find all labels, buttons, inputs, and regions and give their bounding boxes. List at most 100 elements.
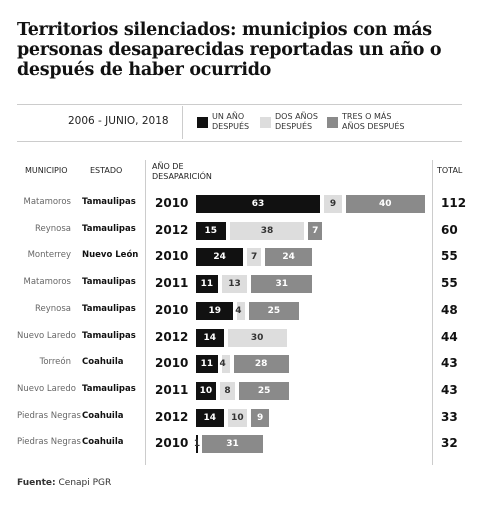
value-label: 38 [260,225,274,236]
municipio: Nuevo Laredo [17,330,76,341]
divider [432,160,433,465]
bar-segment [227,328,287,347]
total: 48 [441,302,458,317]
value-label: 28 [254,359,268,370]
value-label: 14 [203,332,217,343]
bar-segment [196,408,224,427]
municipio: Nuevo Laredo [17,383,76,394]
value-label: 40 [378,199,392,209]
value-label: 30 [250,332,264,343]
value-label: 31 [226,439,239,450]
bar-segment [221,275,248,294]
divider [182,106,183,139]
legend-label: TRES O MÁS AÑOS DESPUÉS [342,112,405,131]
year: 2011 [155,382,189,397]
municipio: Matamoros [23,197,71,207]
legend-label: UN AÑO DESPUÉS [212,112,250,131]
bar-segment [251,275,313,294]
bar-segment [229,221,305,240]
year: 2010 [155,436,189,451]
total: 55 [441,276,458,291]
municipio: Reynosa [34,223,71,234]
estado: Coahuila [82,357,124,368]
bar-segment [227,408,248,427]
total: 33 [441,409,458,424]
value-label: 8 [224,385,231,396]
total: 43 [441,356,458,371]
bar-segment [196,275,218,294]
bar-segment [247,248,262,267]
divider [145,160,146,465]
bar-segment [196,195,321,213]
source: Fuente: Cenapi PGR [17,478,111,488]
column-header: TOTAL [437,166,463,175]
value-label: 14 [203,412,217,423]
value-label: 25 [257,385,271,396]
municipio: Torreón [39,357,71,368]
period: 2006 - JUNIO, 2018 [68,115,169,127]
municipio: Piedras Negras [17,437,81,448]
bar-segment [201,435,264,454]
estado: Tamaulipas [82,303,136,314]
estado: Coahuila [82,437,124,448]
value-label: 7 [312,225,319,236]
year: 2011 [155,276,189,291]
total: 112 [441,196,467,210]
value-label: 10 [199,385,213,396]
bar-segment [196,301,234,320]
column-header: ESTADO [90,166,123,175]
total: 43 [441,382,458,397]
value-label: 15 [204,225,218,236]
estado: Tamaulipas [82,277,136,288]
column-header: AÑO DE DESAPARICIÓN [152,162,212,181]
source-label: Fuente: [17,478,56,488]
municipio: Piedras Negras [17,410,81,421]
bar-segment [196,355,218,374]
year: 2012 [155,409,189,424]
value-label: 24 [213,252,226,263]
value-label: 4 [235,305,242,316]
estado: Tamaulipas [82,197,136,207]
value-label: 24 [282,252,295,263]
legend-label: DOS AÑOS DESPUÉS [275,112,318,131]
rule [17,104,462,105]
total: 44 [441,329,458,344]
bar-segment [251,408,269,427]
bar-segment [196,328,224,347]
rule [17,141,462,142]
chart-title: Territorios silenciados: municipios con … [17,20,442,80]
estado: Nuevo León [82,250,139,261]
value-label: 9 [256,412,264,423]
column-header: MUNICIPIO [25,166,68,175]
year: 2012 [155,329,189,344]
bar-segment [196,221,226,240]
legend-swatch [197,117,208,128]
value-label: 19 [208,305,221,316]
bar-segment [324,195,342,213]
value-label: 63 [251,199,265,209]
bar-segment [219,381,236,400]
bar-segment [345,195,425,213]
value-label: 9 [329,199,337,209]
bar-segment [196,248,244,267]
value-label: 11 [200,279,214,290]
year: 2010 [155,196,189,210]
source-text: Cenapi PGR [58,478,112,488]
total: 55 [441,249,458,264]
estado: Tamaulipas [82,383,136,394]
total: 60 [441,222,458,237]
bar-segment [265,248,313,267]
year: 2012 [155,222,189,237]
municipio: Monterrey [27,250,71,261]
value-label: 25 [267,305,281,316]
municipio: Matamoros [23,277,71,288]
estado: Tamaulipas [82,223,136,234]
bar-segment [196,381,216,400]
total: 32 [441,436,458,451]
value-label: 4 [219,359,226,370]
year: 2010 [155,249,189,264]
bar-segment [239,381,289,400]
year: 2010 [155,356,189,371]
estado: Coahuila [82,410,124,421]
